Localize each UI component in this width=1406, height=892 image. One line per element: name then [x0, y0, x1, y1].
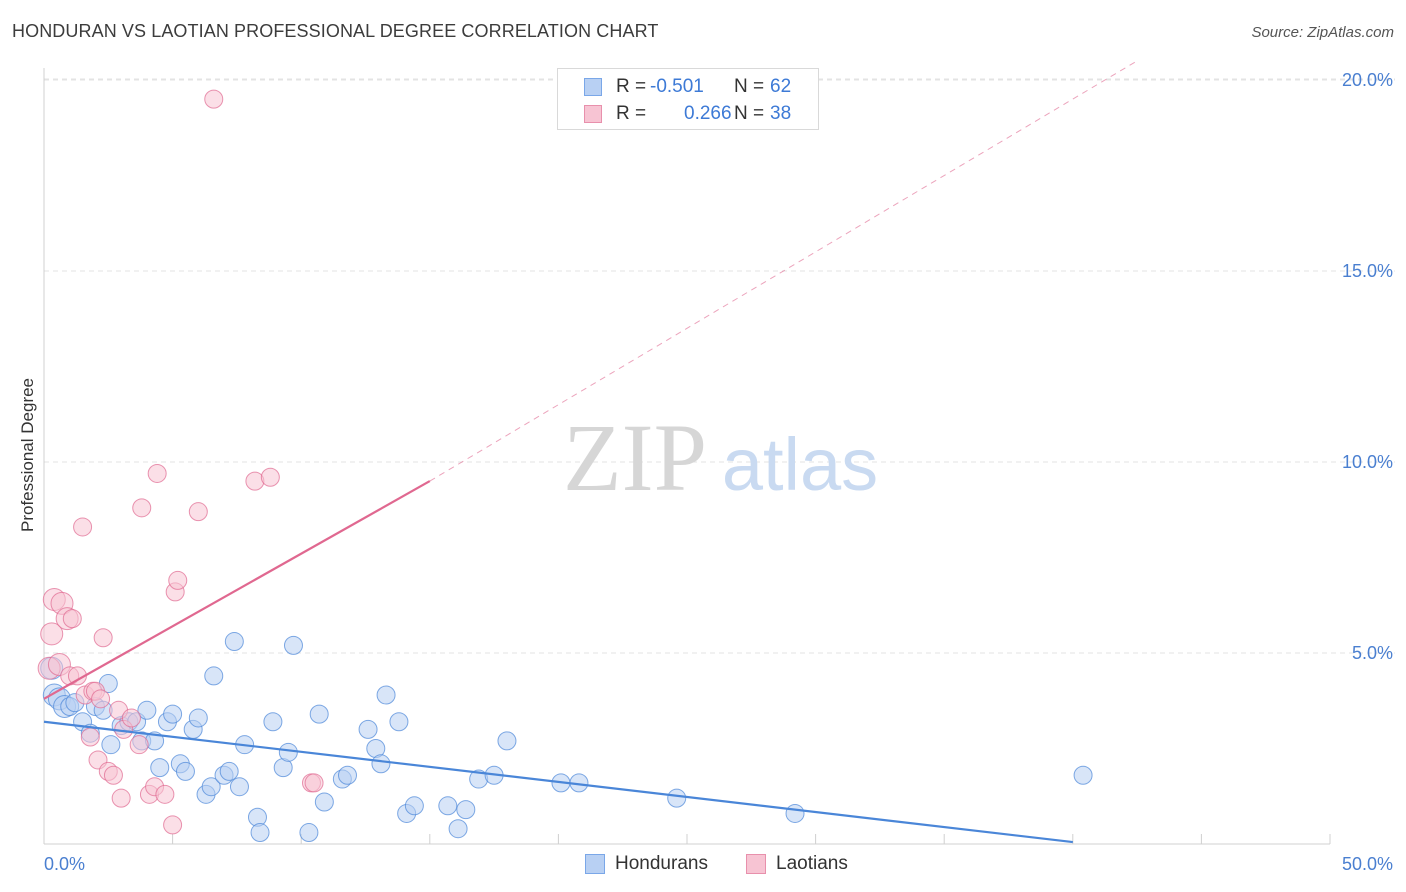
legend-n-label: N =	[734, 76, 765, 97]
watermark-atlas: atlas	[722, 423, 878, 506]
honduran-point	[497, 731, 517, 751]
laotian-point	[40, 622, 64, 646]
data-points	[37, 89, 1093, 843]
y-tick-label: 20.0%	[1342, 70, 1393, 90]
honduran-point	[188, 708, 208, 728]
honduran-point	[229, 777, 249, 797]
laotian-point	[111, 788, 131, 808]
honduran-point	[785, 803, 805, 823]
honduran-point	[204, 666, 224, 686]
honduran-point	[283, 635, 303, 655]
laotian-point	[132, 498, 152, 518]
legend-r-label: R =	[616, 76, 647, 97]
honduran-point	[667, 788, 687, 808]
laotian-point	[73, 517, 93, 537]
legend-r-value: -0.501	[650, 76, 704, 97]
laotian-point	[163, 815, 183, 835]
honduran-point	[224, 632, 244, 652]
watermark: ZIP atlas	[563, 404, 878, 511]
laotian-point	[304, 773, 324, 793]
honduran-point	[448, 819, 468, 839]
stats-legend: R = -0.501 N = 62 R = 0.266 N = 38	[557, 68, 819, 130]
y-tick-label: 10.0%	[1342, 452, 1393, 472]
honduran-point	[1073, 765, 1093, 785]
honduran-point	[150, 758, 170, 778]
honduran-point	[278, 742, 298, 762]
laotian-trend-line	[43, 480, 431, 700]
honduran-point	[299, 823, 319, 843]
honduran-point	[309, 704, 329, 724]
honduran-point	[314, 792, 334, 812]
honduran-point	[389, 712, 409, 732]
honduran-point	[358, 719, 378, 739]
watermark-zip: ZIP	[563, 404, 707, 511]
x-tick-label: 50.0%	[1342, 854, 1393, 874]
legend-label-hondurans: Hondurans	[615, 853, 708, 874]
honduran-point	[337, 765, 357, 785]
series-legend-laotians: Laotians	[746, 852, 848, 876]
honduran-point	[263, 712, 283, 732]
legend-swatch-laotians	[584, 105, 602, 123]
laotian-point	[147, 463, 167, 483]
y-tick-label: 5.0%	[1352, 643, 1393, 663]
laotian-point	[91, 689, 111, 709]
x-tick-label: 0.0%	[44, 854, 85, 874]
laotian-point	[168, 570, 188, 590]
laotian-point	[204, 89, 224, 109]
legend-label-laotians: Laotians	[776, 853, 848, 874]
legend-r-label: R =	[616, 103, 647, 124]
y-tick-label: 15.0%	[1342, 261, 1393, 281]
laotian-point	[260, 467, 280, 487]
honduran-point	[376, 685, 396, 705]
honduran-point	[175, 761, 195, 781]
honduran-point	[438, 796, 458, 816]
laotian-point	[129, 735, 149, 755]
legend-swatch-laotians	[746, 854, 766, 874]
honduran-point	[456, 800, 476, 820]
legend-r-value: 0.266	[684, 103, 732, 124]
honduran-point	[219, 761, 239, 781]
tick-labels: 5.0% 10.0% 15.0% 20.0% 0.0% 50.0%	[44, 70, 1393, 874]
honduran-point	[404, 796, 424, 816]
source-label: Source: ZipAtlas.com	[1251, 24, 1394, 41]
laotian-point	[62, 609, 82, 629]
honduran-point	[101, 735, 121, 755]
honduran-point	[371, 754, 391, 774]
axes	[43, 68, 1331, 845]
laotian-point	[103, 765, 123, 785]
laotian-point	[121, 708, 141, 728]
honduran-trend-line	[43, 720, 1073, 844]
legend-n-value: 62	[770, 76, 792, 97]
laotian-point	[188, 502, 208, 522]
trend-lines	[43, 60, 1138, 844]
legend-swatch-hondurans	[585, 854, 605, 874]
honduran-point	[250, 823, 270, 843]
honduran-point	[163, 704, 183, 724]
laotian-point	[80, 727, 100, 747]
chart-title: HONDURAN VS LAOTIAN PROFESSIONAL DEGREE …	[12, 21, 659, 41]
laotian-trend-line-extension	[429, 60, 1138, 482]
laotian-point	[155, 784, 175, 804]
series-legend-hondurans: Hondurans	[585, 852, 708, 876]
honduran-point	[137, 700, 157, 720]
laotian-point	[93, 628, 113, 648]
honduran-point	[201, 777, 221, 797]
legend-n-value: 38	[770, 103, 792, 124]
grid-lines	[44, 78, 1395, 654]
legend-swatch-hondurans	[584, 78, 602, 96]
legend-n-label: N =	[734, 103, 765, 124]
